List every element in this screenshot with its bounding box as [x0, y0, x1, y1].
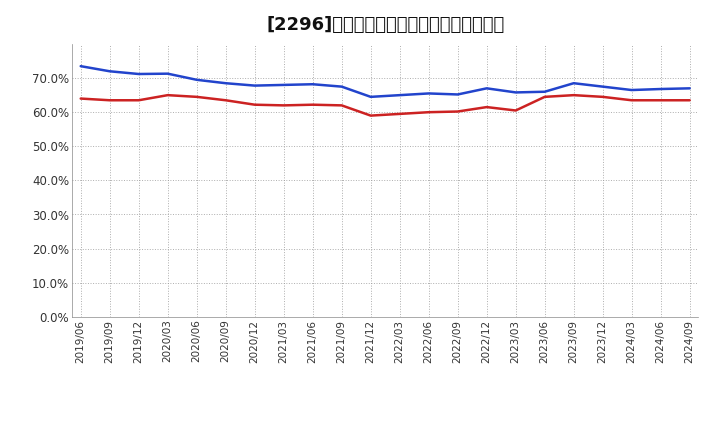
固定長期適合率 — [598, 94, 607, 99]
固定比率 — [135, 71, 143, 77]
固定比率 — [251, 83, 259, 88]
固定長期適合率 — [338, 103, 346, 108]
固定長期適合率 — [308, 102, 317, 107]
固定比率 — [627, 88, 636, 93]
固定長期適合率 — [76, 96, 85, 101]
固定比率 — [105, 69, 114, 74]
Line: 固定比率: 固定比率 — [81, 66, 690, 97]
固定長期適合率 — [657, 98, 665, 103]
固定長期適合率 — [135, 98, 143, 103]
固定比率 — [366, 94, 375, 99]
固定比率 — [685, 86, 694, 91]
固定比率 — [163, 71, 172, 76]
固定長期適合率 — [627, 98, 636, 103]
Title: [2296]　固定比率、固定長期適合率の推移: [2296] 固定比率、固定長期適合率の推移 — [266, 16, 504, 34]
固定比率 — [395, 92, 404, 98]
固定長期適合率 — [454, 109, 462, 114]
固定長期適合率 — [366, 113, 375, 118]
固定長期適合率 — [541, 94, 549, 99]
固定長期適合率 — [395, 111, 404, 117]
固定長期適合率 — [424, 110, 433, 115]
固定比率 — [308, 81, 317, 87]
固定長期適合率 — [163, 92, 172, 98]
固定比率 — [511, 90, 520, 95]
固定比率 — [221, 81, 230, 86]
固定長期適合率 — [570, 92, 578, 98]
固定長期適合率 — [221, 98, 230, 103]
固定長期適合率 — [279, 103, 288, 108]
固定長期適合率 — [482, 104, 491, 110]
固定長期適合率 — [511, 108, 520, 113]
固定比率 — [482, 86, 491, 91]
固定比率 — [279, 82, 288, 88]
固定比率 — [570, 81, 578, 86]
固定長期適合率 — [192, 94, 201, 99]
固定比率 — [454, 92, 462, 97]
Line: 固定長期適合率: 固定長期適合率 — [81, 95, 690, 116]
固定比率 — [76, 63, 85, 69]
Legend: 固定比率, 固定長期適合率: 固定比率, 固定長期適合率 — [267, 433, 503, 440]
固定長期適合率 — [105, 98, 114, 103]
固定長期適合率 — [685, 98, 694, 103]
固定比率 — [541, 89, 549, 94]
固定比率 — [598, 84, 607, 89]
固定比率 — [338, 84, 346, 89]
固定比率 — [192, 77, 201, 82]
固定比率 — [424, 91, 433, 96]
固定長期適合率 — [251, 102, 259, 107]
固定比率 — [657, 86, 665, 92]
